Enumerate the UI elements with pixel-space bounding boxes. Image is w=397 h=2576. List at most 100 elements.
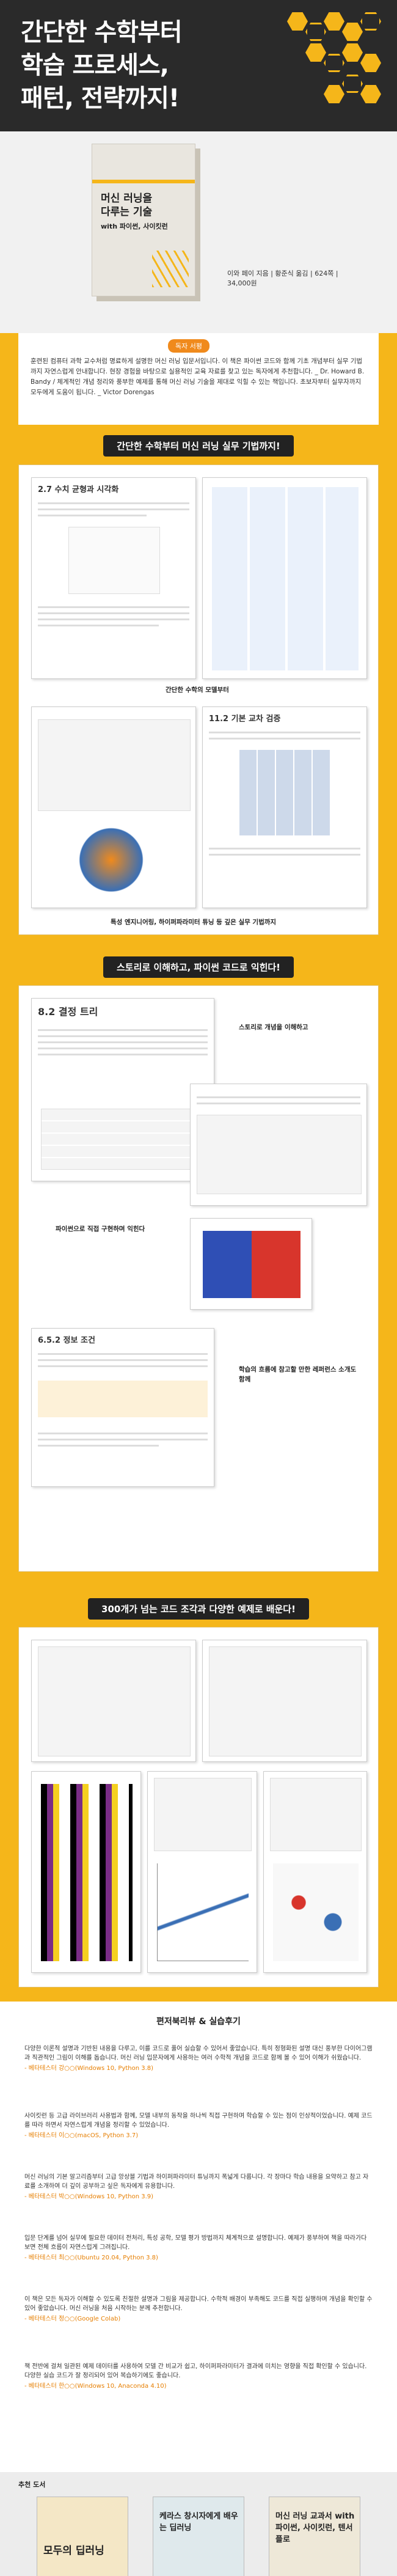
page-title: 11.2 기본 교차 검증 bbox=[209, 714, 281, 724]
page-mock bbox=[31, 706, 196, 908]
review-item: 입문 단계를 넘어 실무에 필요한 데이터 전처리, 특성 공학, 모델 평가 … bbox=[24, 2234, 373, 2262]
page-mock bbox=[147, 1771, 257, 1973]
review-item: 책 전반에 걸쳐 일관된 예제 데이터를 사용하여 모델 간 비교가 쉽고, 하… bbox=[24, 2362, 373, 2391]
caption: 파이썬으로 직접 구현하며 익힌다 bbox=[56, 1225, 145, 1233]
hex bbox=[342, 23, 363, 41]
heading-text: 300개가 넘는 코드 조각과 다양한 예제로 배운다! bbox=[88, 1598, 309, 1620]
title-line: 패턴, 전략까지! bbox=[21, 84, 180, 112]
text-line bbox=[38, 1035, 208, 1037]
page-title: 6.5.2 정보 조건 bbox=[38, 1336, 95, 1345]
review-item: 이 책은 모든 독자가 이해할 수 있도록 친절한 설명과 그림을 제공합니다.… bbox=[24, 2295, 373, 2324]
book-title: 모두의 딥러닝 bbox=[43, 2545, 104, 2557]
reviewer: - 베타테스터 정○○(Google Colab) bbox=[24, 2316, 121, 2322]
text-line bbox=[38, 1445, 159, 1447]
review-text: 머신 러닝의 기본 알고리즘부터 고급 앙상블 기법과 하이퍼파라미터 튜닝까지… bbox=[24, 2174, 369, 2190]
review-text: 사이킷런 등 고급 라이브러리 사용법과 함께, 모델 내부의 동작을 하나씩 … bbox=[24, 2113, 373, 2129]
title-line: 학습 프로세스, bbox=[21, 51, 169, 79]
text-line bbox=[38, 1433, 208, 1434]
page-mock: 8.2 결정 트리 bbox=[31, 998, 214, 1181]
hex bbox=[305, 43, 326, 62]
page-mock bbox=[202, 477, 367, 679]
image-grid bbox=[41, 1784, 133, 1961]
reviewer: - 베타테스터 이○○(macOS, Python 3.7) bbox=[24, 2132, 139, 2139]
page-mock bbox=[202, 1640, 367, 1762]
line-plot bbox=[157, 1863, 249, 1961]
page-title: 2.7 수치 균형과 시각화 bbox=[38, 485, 119, 494]
reviewer: - 베타테스터 한○○(Windows 10, Anaconda 4.10) bbox=[24, 2383, 167, 2390]
caption: 스토리로 개념을 이해하고 bbox=[239, 1024, 308, 1031]
reviews-title: 편저북리뷰 & 실습후기 bbox=[156, 2017, 241, 2027]
section-card: 8.2 결정 트리 스토리로 개념을 이해하고 파이썬으로 직접 구현하며 익힌… bbox=[18, 985, 379, 1572]
hex bbox=[360, 12, 381, 31]
hex bbox=[287, 12, 308, 31]
text-line bbox=[38, 515, 147, 516]
cover-pattern bbox=[152, 251, 189, 287]
hex bbox=[360, 54, 381, 72]
review-text: 훈련된 컴퓨터 과학 교수처럼 명료하게 설명한 머신 러닝 입문서입니다. 이… bbox=[31, 358, 365, 396]
text-line bbox=[209, 848, 360, 849]
review-item: 사이킷런 등 고급 라이브러리 사용법과 함께, 모델 내부의 동작을 하나씩 … bbox=[24, 2112, 373, 2140]
review-label: 독자 서평 bbox=[168, 339, 209, 353]
text-line bbox=[209, 732, 360, 733]
code-block bbox=[38, 1646, 191, 1756]
hex bbox=[342, 43, 363, 62]
text-line bbox=[38, 1365, 208, 1367]
text-line bbox=[197, 1096, 360, 1098]
scatter-grid bbox=[212, 487, 359, 670]
page-mock bbox=[190, 1084, 367, 1206]
reviews: 편저북리뷰 & 실습후기 다양한 이론적 설명과 기반된 내용을 다루고, 이를… bbox=[0, 2002, 397, 2472]
book-cover: 머신 러닝을 다루는 기술 with 파이썬, 사이킷런 bbox=[92, 144, 195, 296]
book-thumb[interactable]: 모두의 딥러닝 bbox=[37, 2497, 128, 2576]
text-line bbox=[38, 612, 189, 614]
cover-line: with 파이썬, 사이킷런 bbox=[101, 222, 168, 230]
text-line bbox=[209, 854, 360, 856]
page-mock bbox=[31, 1640, 196, 1762]
title-line: 간단한 수학부터 bbox=[21, 18, 183, 46]
cover-line: 머신 러닝을 bbox=[101, 193, 153, 205]
caption: 학습의 흐름에 참고할 만한 레퍼런스 소개도 함께 bbox=[239, 1366, 357, 1383]
caption: 간단한 수학의 모델부터 bbox=[166, 686, 229, 694]
page-mock: 2.7 수치 균형과 시각화 bbox=[31, 477, 196, 679]
reader-review: 독자 서평 훈련된 컴퓨터 과학 교수처럼 명료하게 설명한 머신 러닝 입문서… bbox=[18, 333, 379, 425]
section-heading: 간단한 수학부터 머신 러닝 실무 기법까지! bbox=[0, 435, 397, 457]
book-thumb[interactable]: 머신 러닝 교과서 with 파이썬, 사이킷런, 텐서플로 bbox=[269, 2497, 360, 2576]
page-mock bbox=[31, 1771, 141, 1973]
text-line bbox=[38, 625, 159, 626]
page-mock: 6.5.2 정보 조건 bbox=[31, 1328, 214, 1487]
page-mock bbox=[263, 1771, 367, 1973]
code-block bbox=[197, 1115, 362, 1194]
review-text: 다양한 이론적 설명과 기반된 내용을 다루고, 이를 코드로 풀어 실습할 수… bbox=[24, 2046, 373, 2061]
formula-box bbox=[68, 527, 160, 594]
page-title: 8.2 결정 트리 bbox=[38, 1006, 98, 1018]
book-thumb[interactable]: 케라스 창시자에게 배우는 딥러닝 bbox=[153, 2497, 244, 2576]
text-line bbox=[38, 1359, 208, 1361]
reference-box bbox=[38, 1381, 208, 1417]
text-line bbox=[38, 1048, 208, 1049]
cover-line: 다루는 기술 bbox=[101, 206, 153, 218]
review-text: 책 전반에 걸쳐 일관된 예제 데이터를 사용하여 모델 간 비교가 쉽고, 하… bbox=[24, 2363, 367, 2379]
code-block bbox=[270, 1778, 362, 1851]
text-line bbox=[209, 738, 360, 739]
scatter-plot bbox=[273, 1863, 359, 1961]
text-line bbox=[38, 606, 189, 608]
review-text: 입문 단계를 넘어 실무에 필요한 데이터 전처리, 특성 공학, 모델 평가 … bbox=[24, 2235, 367, 2251]
reviewer: - 베타테스터 박○○(Windows 10, Python 3.9) bbox=[24, 2193, 154, 2200]
cover-title: 머신 러닝을 다루는 기술 with 파이썬, 사이킷런 bbox=[101, 192, 168, 233]
plot bbox=[75, 823, 148, 897]
text-line bbox=[38, 1054, 208, 1055]
section-card: 2.7 수치 균형과 시각화 간단한 수학의 모델부터 11.2 기본 교차 검… bbox=[18, 464, 379, 935]
text-line bbox=[197, 1103, 360, 1104]
book-title: 머신 러닝 교과서 with 파이썬, 사이킷런, 텐서플로 bbox=[275, 2512, 355, 2544]
text-line bbox=[38, 1029, 208, 1031]
recommended: 추천 도서 모두의 딥러닝 케라스 창시자에게 배우는 딥러닝 머신 러닝 교과… bbox=[0, 2472, 397, 2576]
hex bbox=[324, 54, 344, 72]
text-line bbox=[38, 502, 189, 504]
book-title: 케라스 창시자에게 배우는 딥러닝 bbox=[159, 2512, 238, 2533]
book-area: 머신 러닝을 다루는 기술 with 파이썬, 사이킷런 이와 페이 지음 | 황준… bbox=[0, 131, 397, 333]
hex bbox=[360, 85, 381, 103]
reviewer: - 베타테스터 최○○(Ubuntu 20.04, Python 3.8) bbox=[24, 2255, 158, 2261]
cover-band bbox=[92, 180, 195, 183]
